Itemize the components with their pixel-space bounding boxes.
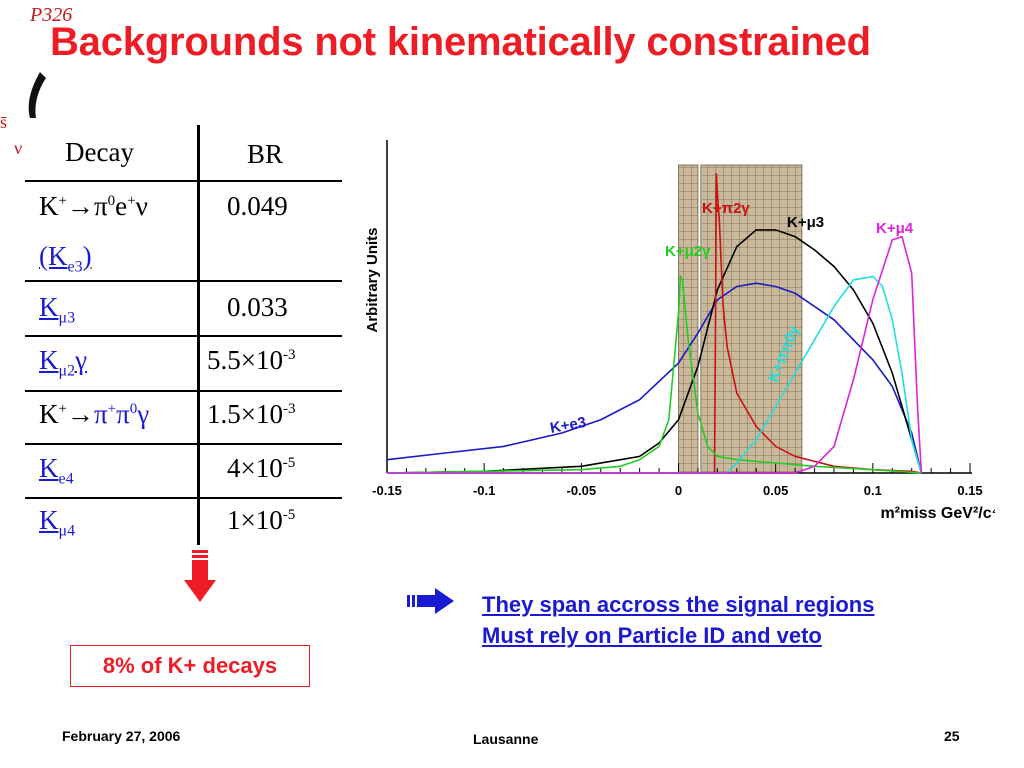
signal-region (678, 164, 699, 474)
callout-text: They span accross the signal regions Mus… (482, 589, 874, 651)
x-tick-label: 0 (675, 483, 682, 498)
series-line (387, 275, 923, 474)
note-text: 8% of K+ decays (102, 653, 278, 678)
right-arrow-icon (407, 588, 454, 614)
down-arrow-icon (184, 550, 216, 602)
logo-text-fragment: s̄ (0, 112, 8, 132)
table-cell-decay: Ke4 (39, 453, 74, 488)
table-cell-br: 1.5×10-3 (207, 399, 296, 429)
x-tick-label: -0.15 (372, 483, 402, 498)
series-line (387, 235, 923, 474)
table-cell-br: 1×10-5 (227, 505, 296, 535)
note-box: 8% of K+ decays (70, 645, 310, 687)
table-cell-br: 0.033 (227, 292, 288, 322)
table-header-br: BR (247, 139, 284, 169)
logo-fragment: P326 s̄ ν (0, 0, 72, 180)
table-cell-decay: Kμ4 (39, 505, 76, 540)
x-axis-label: m²miss GeV²/c⁴ (880, 505, 995, 522)
table-rule (25, 390, 342, 392)
callout-line: Must rely on Particle ID and veto (482, 623, 822, 648)
table-rule (25, 335, 342, 337)
series-line (387, 173, 922, 474)
decay-table: Decay BR K+→π0e+ν (Ke3) 0.049 Kμ3 0.033 … (25, 125, 345, 545)
table-cell-br: 4×10-5 (227, 453, 296, 483)
curve-label: K+π2γ (702, 200, 750, 217)
table-cell-decay: Kμ3 (39, 292, 76, 327)
footer-date: February 27, 2006 (62, 728, 181, 744)
x-tick-label: 0.15 (957, 483, 982, 498)
logo-text-fragment: P326 (30, 4, 73, 26)
x-tick-label: 0.1 (864, 483, 882, 498)
curve-label: K+e3 (549, 414, 588, 437)
callout-line: They span accross the signal regions (482, 592, 875, 617)
curve-label: K+μ2γ (665, 243, 711, 260)
x-tick-label: -0.05 (567, 483, 597, 498)
series-line (386, 229, 923, 474)
table-rule (25, 280, 342, 282)
table-rule (25, 497, 342, 499)
series-line (386, 273, 922, 474)
x-tick-label: -0.1 (473, 483, 495, 498)
logo-text-fragment: ν (14, 138, 23, 158)
slide-title: Backgrounds not kinematically constraine… (50, 20, 871, 64)
curve-label: K+μ3 (787, 214, 824, 231)
x-tick-label: 0.05 (763, 483, 788, 498)
footer-page-number: 25 (944, 728, 960, 744)
series-line (386, 282, 923, 474)
logo-shape (28, 72, 46, 118)
table-header-decay: Decay (65, 137, 134, 167)
table-cell-decay: K+→π+π0γ (39, 399, 150, 429)
y-axis-label: Arbitrary Units (364, 227, 381, 332)
table-cell-br: 5.5×10-3 (207, 345, 296, 375)
table-cell-decay: (Ke3) (39, 241, 92, 276)
footer-place: Lausanne (473, 731, 539, 747)
table-cell-decay: Kμ2γ (39, 345, 88, 380)
missing-mass-chart: Arbitrary Units m²miss GeV²/c⁴ -0.15 -0.1… (364, 140, 995, 522)
signal-region (700, 164, 803, 474)
table-rule (25, 180, 342, 182)
table-cell-br: 0.049 (227, 191, 288, 221)
table-rule (25, 443, 342, 445)
curve-label: K+μ4 (876, 220, 914, 237)
table-cell-decay: K+→π0e+ν (39, 191, 148, 221)
